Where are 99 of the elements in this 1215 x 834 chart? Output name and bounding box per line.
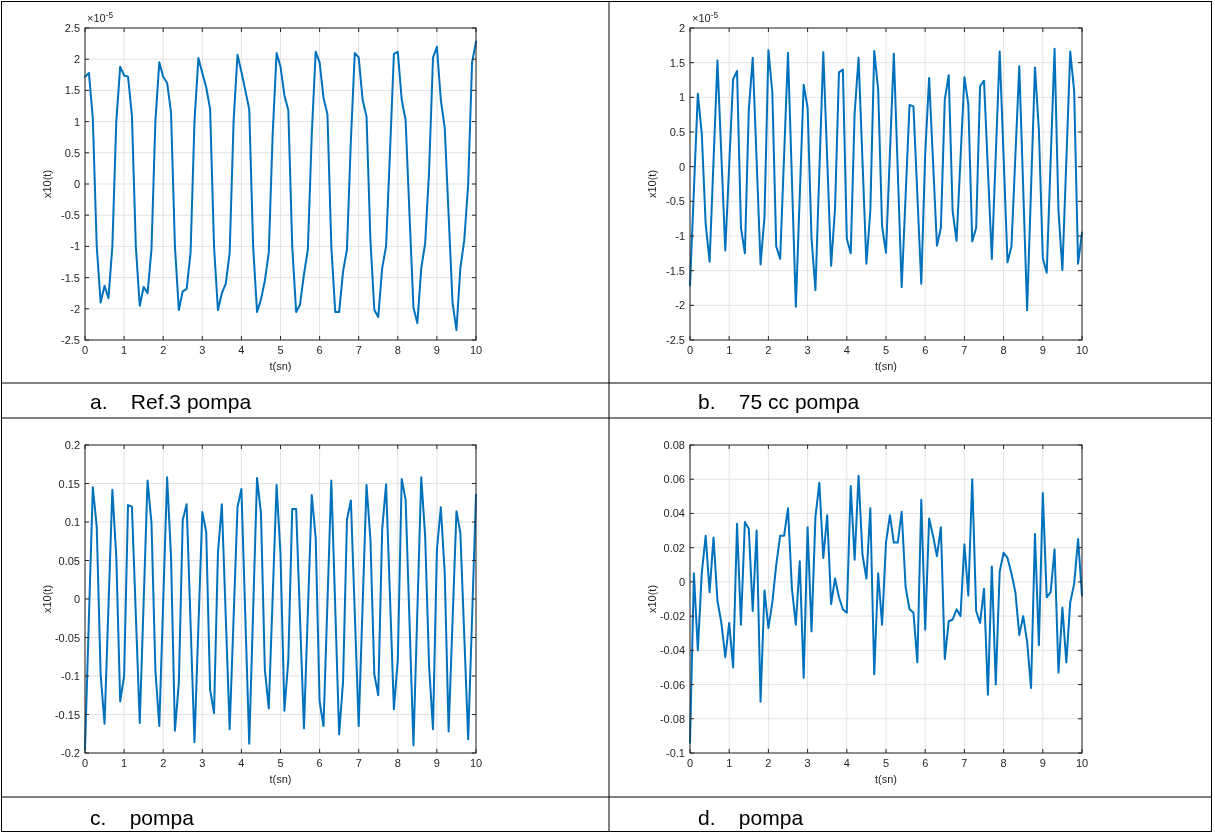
y-tick-label: 1	[678, 91, 685, 104]
y-axis-title: x10(t)	[646, 169, 658, 199]
y-tick-label: 0.15	[58, 477, 80, 490]
x-tick-label: 3	[199, 757, 206, 769]
x-tick-label: 4	[843, 344, 850, 356]
x-tick-label: 8	[394, 344, 401, 356]
y-tick-label: 1.5	[669, 56, 685, 69]
x-tick-label: 9	[1039, 344, 1046, 356]
x-tick-label: 10	[1075, 757, 1089, 769]
x-tick-label: 7	[961, 344, 968, 356]
y-tick-label: -0.06	[659, 678, 685, 691]
x-tick-label: 3	[804, 757, 811, 769]
y-tick-label: 0	[678, 160, 685, 173]
x-tick-label: 5	[882, 757, 890, 769]
y-tick-label: -2	[70, 302, 80, 315]
x-tick-label: 4	[238, 757, 245, 769]
y-tick-label: -1.5	[666, 264, 685, 277]
y-tick-label: -2.5	[61, 334, 80, 346]
y-tick-label: 0.2	[64, 439, 80, 451]
y-tick-label: -2	[675, 299, 685, 312]
y-tick-label: 0	[73, 593, 80, 605]
y-tick-label: 1	[73, 115, 80, 128]
x-tick-label: 7	[355, 757, 362, 769]
x-tick-label: 1	[726, 344, 733, 356]
x-tick-label: 5	[277, 757, 284, 769]
x-axis-title: t(sn)	[269, 360, 292, 372]
x-tick-label: 10	[469, 344, 483, 356]
y-tick-label: -0.02	[659, 610, 685, 623]
y-axis-title: x10(t)	[41, 169, 53, 199]
x-tick-label: 1	[121, 344, 128, 356]
x-axis-title: t(sn)	[875, 773, 897, 785]
y-tick-label: -1	[70, 240, 80, 253]
x-tick-label: 6	[922, 344, 929, 356]
y-tick-label: -0.5	[666, 195, 685, 208]
x-tick-label: 2	[160, 344, 167, 356]
text: c. pompa	[90, 806, 195, 829]
text: b. 75 cc pompa	[698, 390, 860, 413]
x-tick-label: 3	[804, 344, 811, 356]
x-tick-label: 6	[922, 757, 929, 769]
y-tick-label: 0.04	[663, 507, 685, 520]
x-axis-title: t(sn)	[875, 360, 897, 372]
y-tick-label: 2	[73, 53, 80, 66]
x-tick-label: 4	[238, 344, 245, 356]
y-tick-label: -0.05	[54, 631, 80, 644]
x-tick-label: 3	[199, 344, 206, 356]
y-tick-label: 0	[73, 178, 80, 190]
x-tick-label: 8	[1000, 344, 1007, 356]
x-tick-label: 7	[355, 344, 362, 356]
x-tick-label: 10	[1075, 344, 1089, 356]
text: d. pompa	[698, 806, 804, 829]
y-tick-label: 0.05	[58, 554, 80, 567]
x-tick-label: 2	[160, 757, 167, 769]
text: ×10$^{-5}$	[692, 10, 719, 24]
y-tick-label: -0.1	[61, 670, 80, 682]
x-tick-label: 8	[1000, 757, 1007, 769]
y-axis-title: x10(t)	[646, 584, 658, 614]
x-tick-label: 1	[121, 757, 128, 769]
x-tick-label: 0	[686, 344, 694, 356]
x-tick-label: 9	[433, 757, 440, 769]
y-tick-label: -0.04	[659, 644, 685, 657]
x-tick-label: 7	[961, 757, 968, 769]
y-tick-label: -0.1	[666, 747, 685, 759]
text: a. Ref.3 pompa	[90, 390, 252, 413]
y-tick-label: -2.5	[666, 334, 685, 346]
x-tick-label: 5	[882, 344, 890, 356]
y-tick-label: -0.5	[61, 209, 80, 222]
y-tick-label: 0.02	[663, 541, 685, 554]
x-tick-label: 10	[469, 757, 483, 769]
y-tick-label: -0.15	[54, 708, 80, 721]
x-tick-label: 0	[686, 757, 694, 769]
x-tick-label: 1	[726, 757, 733, 769]
x-tick-label: 9	[433, 344, 440, 356]
y-tick-label: -0.08	[659, 712, 685, 725]
x-tick-label: 5	[277, 344, 284, 356]
y-tick-label: 2	[678, 22, 685, 34]
x-axis-title: t(sn)	[269, 773, 292, 785]
x-tick-label: 0	[81, 757, 89, 769]
y-tick-label: 0.06	[663, 473, 685, 486]
x-tick-label: 2	[765, 757, 772, 769]
y-tick-label: 0.08	[663, 439, 685, 451]
x-tick-label: 6	[316, 757, 323, 769]
y-tick-label: 1.5	[64, 84, 80, 97]
x-tick-label: 9	[1039, 757, 1046, 769]
line-series	[689, 47, 1083, 312]
x-tick-label: 6	[316, 344, 323, 356]
y-axis-title: x10(t)	[41, 584, 53, 614]
y-tick-label: -1	[675, 230, 685, 242]
text: ×10$^{-5}$	[87, 10, 114, 24]
x-tick-label: 8	[394, 757, 401, 769]
y-tick-label: 0.5	[669, 126, 685, 138]
y-tick-label: 0.5	[64, 146, 80, 159]
x-tick-label: 4	[843, 757, 850, 769]
y-tick-label: 2.5	[64, 22, 80, 34]
y-tick-label: 0.1	[64, 516, 80, 528]
x-tick-label: 2	[765, 344, 772, 356]
y-tick-label: -1.5	[61, 271, 80, 284]
x-tick-label: 0	[81, 344, 89, 356]
y-tick-label: -0.2	[61, 747, 80, 759]
y-tick-label: 0	[678, 575, 685, 588]
